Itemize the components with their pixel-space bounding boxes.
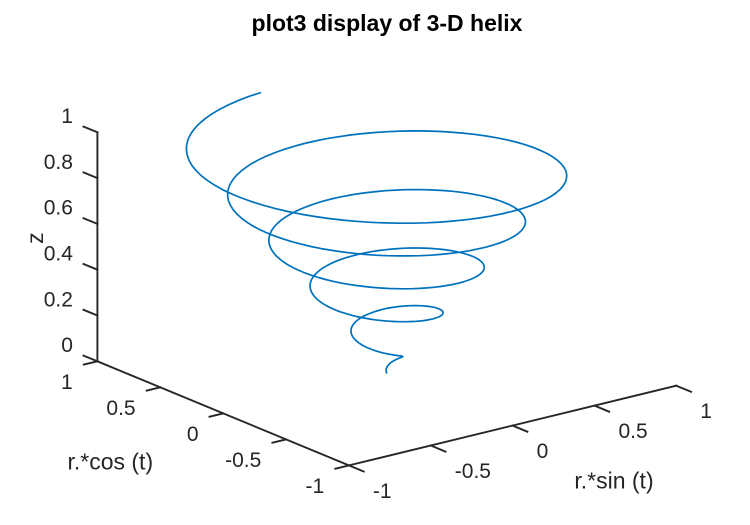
svg-text:r.*cos (t): r.*cos (t): [67, 449, 153, 475]
svg-text:0: 0: [537, 440, 549, 463]
svg-text:0.2: 0.2: [44, 288, 73, 311]
svg-text:1: 1: [61, 371, 73, 394]
svg-text:z: z: [22, 232, 48, 244]
svg-text:0.5: 0.5: [619, 420, 648, 443]
svg-text:0.8: 0.8: [44, 151, 73, 174]
svg-text:plot3 display of 3-D helix: plot3 display of 3-D helix: [252, 10, 523, 36]
svg-text:0.6: 0.6: [44, 197, 73, 220]
svg-text:r.*sin (t): r.*sin (t): [574, 468, 653, 494]
svg-text:-1: -1: [306, 475, 325, 498]
svg-text:0: 0: [61, 334, 73, 357]
svg-text:0.4: 0.4: [44, 243, 74, 266]
svg-text:-0.5: -0.5: [455, 460, 491, 483]
svg-text:0.5: 0.5: [106, 397, 135, 420]
svg-text:-1: -1: [373, 480, 392, 503]
svg-text:1: 1: [700, 400, 712, 423]
svg-text:-0.5: -0.5: [225, 449, 261, 472]
svg-text:1: 1: [61, 105, 73, 128]
svg-text:0: 0: [187, 423, 199, 446]
